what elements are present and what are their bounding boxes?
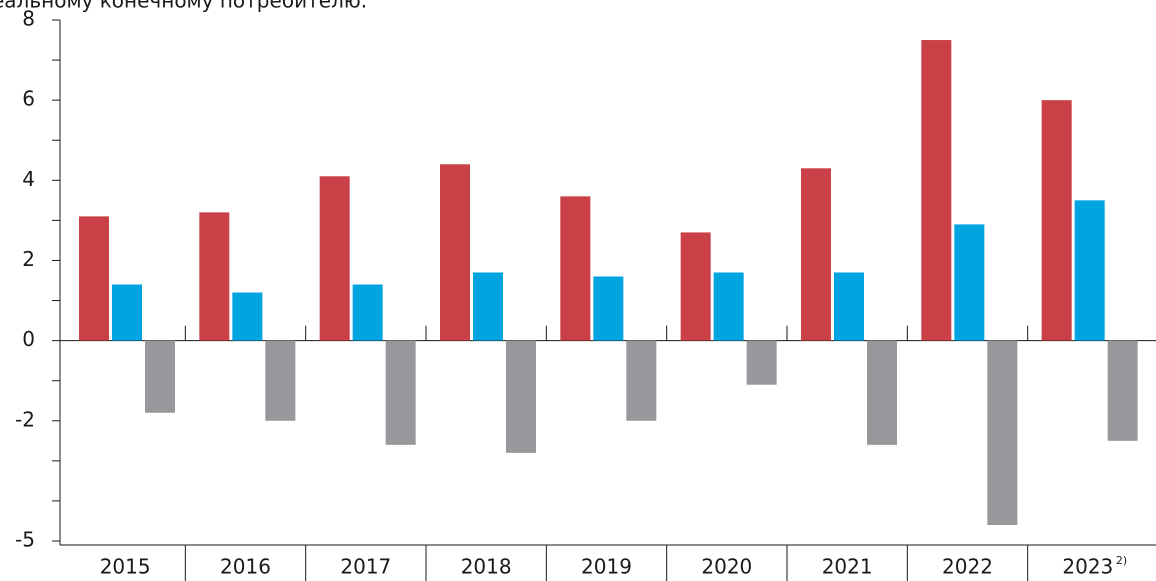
x-tick-label: 2020 (701, 555, 752, 579)
bar (746, 340, 777, 385)
y-tick-label: 8 (22, 7, 35, 31)
bar (473, 272, 503, 341)
bar (145, 340, 175, 413)
bar (1074, 200, 1105, 341)
y-tick-label: 0 (22, 327, 35, 351)
bar (834, 272, 864, 341)
y-tick-label: -5 (15, 528, 35, 552)
x-tick-label: 2021 (822, 555, 873, 579)
y-tick-label: 4 (22, 167, 35, 191)
y-tick-label: -2 (15, 407, 35, 431)
x-tick-label: 2022 (942, 555, 993, 579)
bar (265, 340, 296, 421)
bar (867, 340, 897, 445)
bar (680, 232, 711, 341)
bar (954, 224, 985, 341)
bar (352, 284, 383, 341)
bar (79, 216, 109, 341)
y-tick-label: 2 (22, 247, 35, 271)
bar (801, 168, 831, 341)
x-tick-label: 2016 (220, 555, 271, 579)
bar (199, 212, 230, 341)
bar (987, 340, 1018, 525)
x-tick-label: 2015 (100, 555, 151, 579)
bar (921, 40, 952, 341)
x-tick-label: 2018 (461, 555, 512, 579)
bar (713, 272, 744, 341)
x-tick-label: 2023 (1062, 555, 1113, 579)
bar (319, 176, 350, 341)
bar (626, 340, 657, 421)
bar (593, 276, 624, 341)
x-tick-label: 2019 (581, 555, 632, 579)
bar (385, 340, 416, 445)
bar (232, 292, 263, 341)
bar (1041, 100, 1072, 341)
bar (560, 196, 591, 341)
bar (1107, 340, 1138, 441)
y-tick-label: 6 (22, 87, 35, 111)
subtitle: еальному конечному потребителю. (0, 0, 367, 13)
bar (440, 164, 470, 341)
x-tick-label: 2017 (340, 555, 391, 579)
footnote-mark: 2) (1116, 554, 1127, 567)
bar (112, 284, 142, 341)
bar (506, 340, 536, 453)
